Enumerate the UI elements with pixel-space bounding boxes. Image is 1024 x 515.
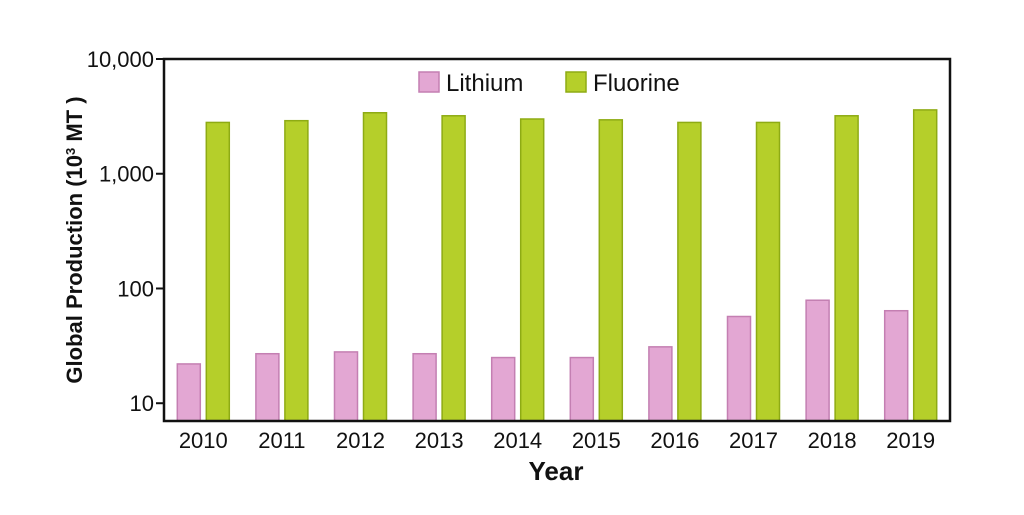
bar-lithium-2011	[255, 352, 280, 422]
legend-swatch-lithium	[418, 71, 440, 93]
y-tick-label: 100	[117, 276, 154, 301]
x-tick-label: 2013	[415, 428, 464, 453]
bar-fluorine-2012	[362, 112, 388, 422]
x-tick-label: 2019	[886, 428, 935, 453]
bar-fluorine-2016	[677, 121, 702, 422]
x-tick-label: 2011	[258, 428, 305, 453]
legend-swatch-fluorine	[565, 71, 587, 93]
x-axis: 2010 2011 2012 2013 2014 2015 2016 2017 2018 2019	[179, 428, 935, 453]
x-tick-label: 2018	[808, 428, 857, 453]
x-axis-title: Year	[529, 456, 584, 486]
x-tick-label: 2016	[650, 428, 699, 453]
x-tick-label: 2012	[336, 428, 385, 453]
plot-frame	[162, 57, 952, 423]
bar-fluorine-2010	[205, 121, 231, 422]
bar-lithium-2017	[726, 315, 752, 422]
bar-lithium-2015	[569, 356, 595, 422]
legend-label-lithium: Lithium	[446, 70, 523, 97]
bar-lithium-2013	[412, 352, 437, 422]
bar-lithium-2010	[176, 363, 202, 422]
bar-fluorine-2019	[912, 109, 938, 422]
y-axis-title-main: Global Production (10	[62, 155, 87, 384]
bar-lithium-2019	[883, 309, 909, 422]
bar-fluorine-2017	[755, 121, 781, 422]
legend-label-fluorine: Fluorine	[593, 70, 680, 97]
y-axis-title-unit: MT )	[62, 96, 87, 147]
bar-fluorine-2014	[519, 118, 545, 422]
bar-fluorine-2013	[441, 115, 466, 422]
y-axis: 10 100 1,000 10,000	[87, 47, 164, 416]
x-tick-label: 2014	[493, 428, 542, 453]
y-tick-label: 10	[130, 391, 154, 416]
bar-lithium-2016	[648, 346, 673, 422]
x-tick-label: 2017	[729, 428, 778, 453]
bar-lithium-2014	[490, 356, 516, 422]
bar-lithium-2018	[805, 299, 830, 422]
y-axis-title-superscript: 3	[63, 148, 78, 155]
bar-fluorine-2018	[834, 115, 859, 422]
y-axis-title: Global Production (103 MT )	[62, 96, 87, 383]
bar-fluorine-2011	[284, 119, 309, 422]
legend: Lithium Fluorine	[418, 70, 680, 97]
x-tick-label: 2015	[572, 428, 621, 453]
bars-layer	[176, 109, 938, 422]
y-tick-label: 10,000	[87, 47, 154, 72]
y-tick-label: 1,000	[99, 162, 154, 187]
bar-lithium-2012	[333, 351, 359, 422]
x-tick-label: 2010	[179, 428, 228, 453]
bar-fluorine-2015	[598, 119, 624, 422]
